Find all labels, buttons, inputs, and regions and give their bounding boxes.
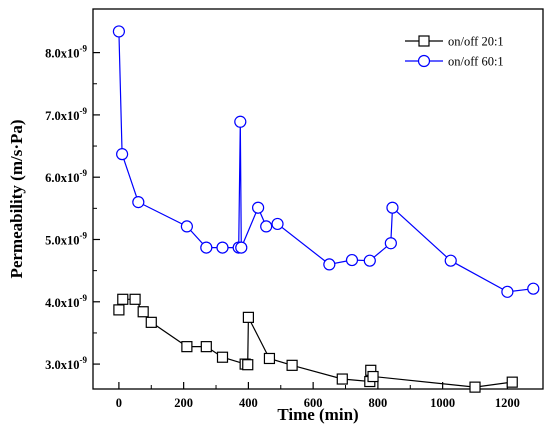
data-point [200, 341, 212, 353]
data-point [506, 376, 518, 388]
legend: on/off 20:1 on/off 60:1 [405, 35, 504, 69]
data-point [180, 220, 193, 233]
data-point [386, 201, 399, 214]
data-point [260, 220, 273, 233]
data-point [242, 359, 254, 371]
y-axis-title: Permeability (m/s·Pa) [7, 119, 26, 278]
y-tick-label: 5.0x10-9 [45, 230, 87, 247]
x-tick-labels: 0 200 400 600 800 1000 1200 [116, 396, 520, 410]
series-markers [112, 25, 540, 393]
x-tick-label: 400 [239, 396, 258, 410]
legend-label: on/off 20:1 [448, 35, 504, 49]
y-tick-label: 3.0x10-9 [45, 355, 87, 372]
data-point [336, 373, 348, 385]
series-lines [118, 31, 534, 388]
data-point [216, 351, 229, 363]
data-point [216, 241, 229, 254]
data-point [117, 293, 129, 305]
data-point [345, 253, 359, 267]
data-point [116, 148, 129, 161]
data-point [527, 282, 540, 295]
data-point [129, 293, 141, 305]
data-point [113, 304, 125, 316]
legend-marker [417, 54, 431, 68]
data-point [137, 306, 149, 318]
x-tick-label: 600 [304, 396, 323, 410]
x-tick-label: 1000 [430, 396, 455, 410]
legend-marker [418, 35, 430, 47]
data-point [263, 352, 276, 365]
plot-frame [92, 8, 544, 390]
data-point [501, 285, 514, 298]
data-point [234, 115, 247, 128]
data-point [286, 359, 298, 371]
y-tick-label: 8.0x10-9 [45, 44, 87, 61]
x-tick-label: 0 [116, 396, 122, 410]
data-point [384, 237, 397, 250]
data-point [235, 241, 248, 254]
data-point [367, 370, 379, 383]
series-line [118, 298, 513, 388]
data-point [200, 241, 213, 254]
y-tick-label: 6.0x10-9 [45, 168, 87, 185]
data-point [181, 341, 193, 353]
x-tick-label: 200 [174, 396, 193, 410]
axis-ticks [93, 52, 508, 389]
y-tick-labels: 3.0x10-9 4.0x10-9 5.0x10-9 6.0x10-9 7.0x10-9… [45, 44, 87, 372]
data-point [323, 258, 336, 271]
data-point [112, 25, 125, 38]
series-line [118, 31, 534, 293]
x-tick-label: 1200 [495, 396, 520, 410]
data-point [252, 201, 265, 214]
data-point [363, 254, 376, 267]
data-point [271, 217, 284, 231]
x-axis-title: Time (min) [277, 405, 358, 424]
data-point [145, 316, 157, 328]
data-point [242, 311, 254, 323]
y-tick-label: 7.0x10-9 [45, 106, 87, 123]
data-point [444, 254, 457, 267]
x-tick-label: 800 [369, 396, 388, 410]
legend-label: on/off 60:1 [448, 55, 504, 69]
data-point [132, 196, 145, 209]
y-tick-label: 4.0x10-9 [45, 293, 87, 310]
data-point [469, 381, 481, 393]
